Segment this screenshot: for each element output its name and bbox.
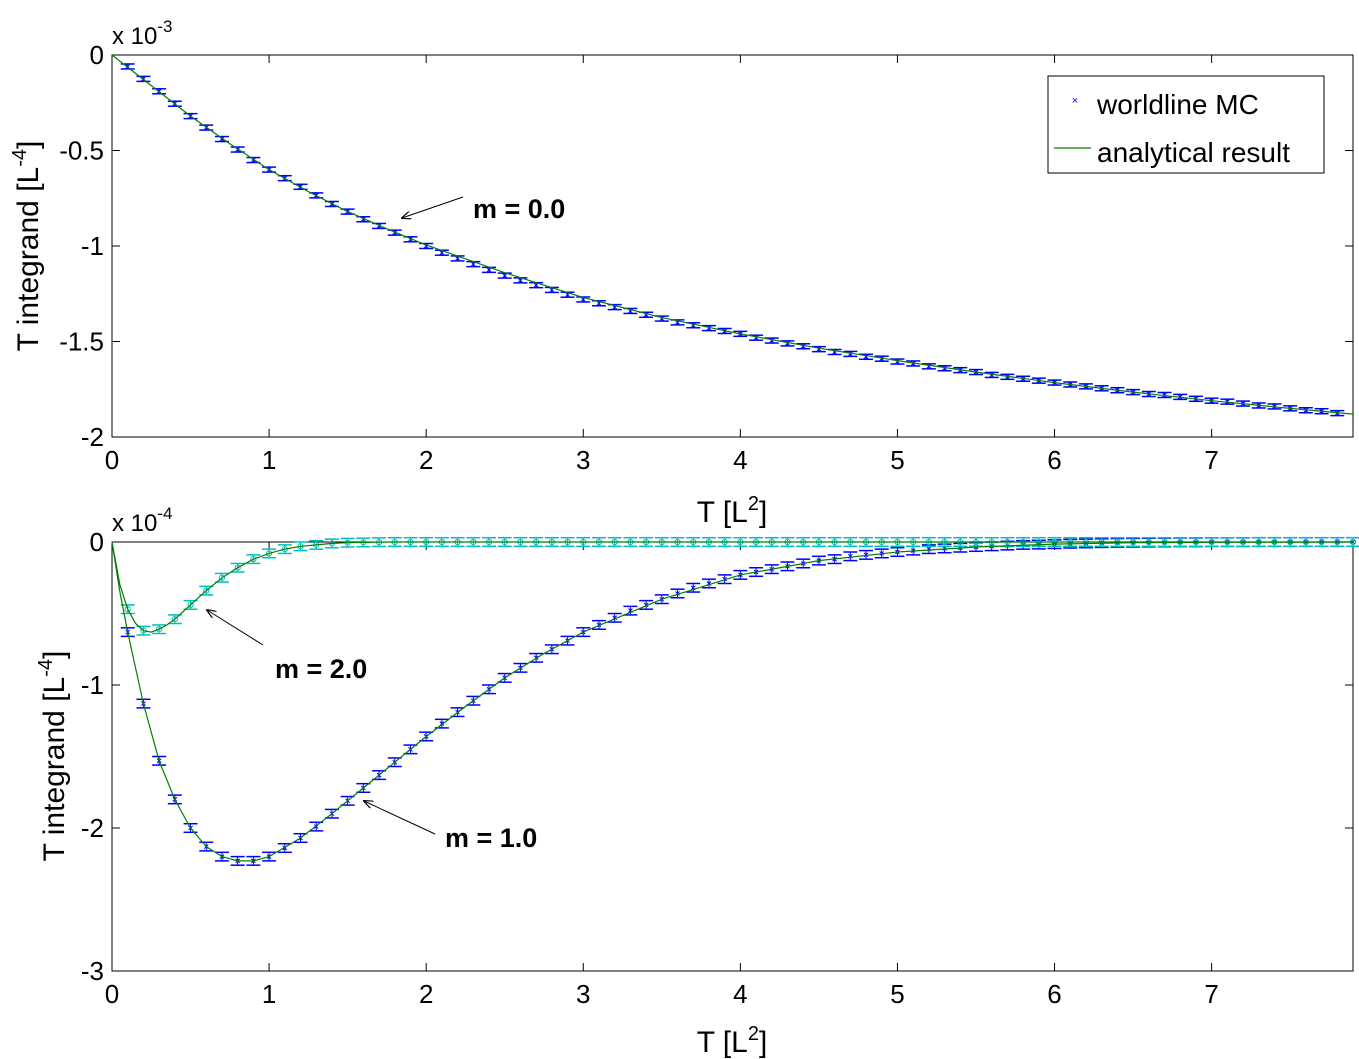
top-exponent-label: x 10-3	[112, 17, 173, 50]
y-tick-label: -0.5	[59, 136, 104, 166]
x-tick-label: 0	[105, 979, 119, 1009]
x-tick-label: 7	[1204, 979, 1218, 1009]
arrow-m1	[364, 801, 436, 835]
mc-point-m-1-0	[560, 635, 575, 646]
mc-point-m-0-0	[120, 63, 135, 70]
x-tick-label: 5	[890, 979, 904, 1009]
x-tick-label: 4	[733, 979, 747, 1009]
annotation-m1: m = 1.0	[364, 801, 537, 853]
y-tick-label: -3	[81, 956, 104, 986]
top-x-ticks: 0 1 2 3 4 5 6 7	[105, 55, 1219, 475]
bottom-exponent-label: x 10-4	[112, 504, 173, 537]
x-tick-label: 0	[105, 445, 119, 475]
x-tick-label: 1	[262, 979, 276, 1009]
bottom-x-axis-label: T [L2]	[697, 1023, 768, 1059]
mc-point-m-2-0	[859, 536, 874, 548]
arrow-m2	[207, 610, 264, 646]
x-tick-label: 3	[576, 979, 590, 1009]
mc-point-m-2-0	[309, 539, 324, 550]
top-y-ticks: 0 -0.5 -1 -1.5 -2	[59, 40, 1353, 452]
x-tick-label: 7	[1204, 445, 1218, 475]
bottom-y-ticks: 0 -1 -2 -3	[81, 527, 1353, 986]
top-x-axis-label: T [L2]	[697, 493, 768, 529]
y-tick-label: -2	[81, 813, 104, 843]
x-tick-label: 6	[1047, 979, 1061, 1009]
mc-point-m-2-0	[906, 536, 921, 548]
mc-point-m-2-0	[701, 536, 716, 548]
bottom-x-ticks: 0 1 2 3 4 5 6 7	[105, 542, 1219, 1009]
x-tick-label: 6	[1047, 445, 1061, 475]
annotation-m2: m = 2.0	[207, 610, 367, 684]
top-panel: 0 1 2 3 4 5 6 7 0 -0.5 -1 -1.5 -2 x 10-3 T [L2] T i…	[9, 17, 1354, 529]
legend-marker-x: ×	[1072, 95, 1078, 107]
x-tick-label: 2	[419, 979, 433, 1009]
analytic-line-m-2-0	[111, 541, 1353, 633]
mc-point-m-0-0	[780, 340, 795, 347]
legend-entry-mc: worldline MC	[1096, 89, 1259, 120]
x-tick-label: 2	[419, 445, 433, 475]
annotation-m0: m = 0.0	[402, 194, 565, 224]
mc-point-m-1-0	[670, 588, 685, 599]
y-tick-label: 0	[90, 40, 104, 70]
legend: × worldline MC analytical result	[1047, 75, 1325, 174]
mc-point-m-1-0	[843, 551, 858, 562]
annotation-m1-label: m = 1.0	[445, 823, 537, 853]
y-tick-label: -2	[81, 422, 104, 452]
bottom-series-layer	[111, 536, 1359, 866]
top-series-layer	[111, 54, 1354, 417]
x-tick-label: 4	[733, 445, 747, 475]
mc-point-m-0-0	[513, 277, 528, 284]
arrow-m0	[402, 196, 464, 218]
mc-point-m-0-0	[764, 337, 779, 344]
bottom-axes-box	[111, 541, 1354, 972]
x-tick-label: 1	[262, 445, 276, 475]
legend-box	[1047, 75, 1325, 174]
y-tick-label: -1	[81, 231, 104, 261]
mc-point-m-1-0	[230, 855, 245, 866]
y-tick-label: -1	[81, 670, 104, 700]
mc-point-m-0-0	[1110, 386, 1125, 394]
bottom-y-axis-label: T integrand [L-4]	[35, 651, 71, 862]
legend-entry-analytic: analytical result	[1097, 137, 1290, 168]
mc-point-m-1-0	[639, 599, 654, 610]
mc-point-m-1-0	[827, 554, 842, 565]
mc-point-m-0-0	[466, 260, 481, 268]
analytic-line-m-1-0	[111, 541, 1354, 862]
x-tick-label: 5	[890, 445, 904, 475]
mc-point-m-0-0	[1298, 407, 1313, 414]
mc-point-m-0-0	[984, 371, 999, 379]
mc-point-m-2-0	[152, 624, 167, 635]
mc-point-m-1-0	[434, 718, 449, 729]
bottom-panel: 0 1 2 3 4 5 6 7 0 -1 -2 -3 x 10-4 T [L2] T integra…	[35, 504, 1359, 1059]
y-tick-label: 0	[90, 527, 104, 557]
top-y-axis-label: T integrand [L-4]	[9, 141, 45, 352]
mc-point-m-1-0	[277, 842, 292, 854]
annotation-m0-label: m = 0.0	[473, 194, 565, 224]
y-tick-label: -1.5	[59, 327, 104, 357]
annotation-m2-label: m = 2.0	[275, 654, 367, 684]
analytic-line-m-0-0	[111, 54, 1354, 415]
mc-point-m-0-0	[701, 324, 716, 332]
mc-point-m-2-0	[246, 554, 261, 565]
x-tick-label: 3	[576, 445, 590, 475]
